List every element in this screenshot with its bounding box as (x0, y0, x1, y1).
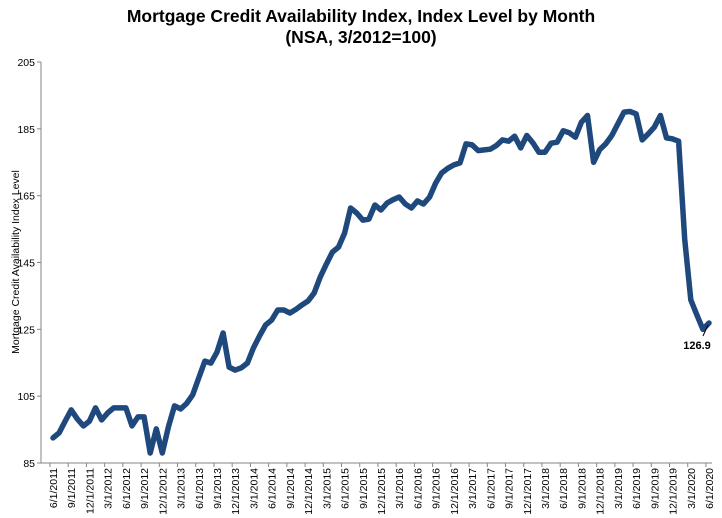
x-tick-label: 12/1/2012 (157, 468, 169, 515)
x-tick-label: 9/1/2011 (66, 468, 78, 508)
x-tick-label: 9/1/2015 (358, 468, 370, 509)
x-tick-label: 3/1/2019 (613, 468, 625, 509)
data-label-leader (702, 324, 709, 337)
x-tick-labels: 6/1/2011 9/1/2011 12/1/2011 3/1/2012 6/1/201… (48, 468, 716, 515)
chart-title: Mortgage Credit Availability Index, Inde… (0, 6, 722, 48)
y-tick-label: 105 (17, 391, 35, 403)
x-tick-label: 9/1/2018 (576, 468, 588, 509)
x-tick-label: 6/1/2012 (121, 468, 133, 509)
y-axis-title: Mortgage Credit Availability Index Level (10, 170, 22, 354)
x-tick-label: 3/1/2014 (248, 468, 260, 509)
y-tick-label: 145 (17, 258, 35, 270)
x-tick-label: 6/1/2013 (194, 468, 206, 509)
x-tick-label: 6/1/2011 (48, 468, 60, 508)
x-tick-label: 12/1/2015 (376, 468, 388, 515)
y-tick-label: 205 (17, 57, 35, 69)
x-tick-label: 3/1/2018 (540, 468, 552, 509)
x-tick-label: 9/1/2019 (649, 468, 661, 509)
x-tick-label: 3/1/2016 (394, 468, 406, 509)
x-tick-label: 3/1/2013 (176, 468, 188, 509)
series-line-mcai (50, 108, 712, 456)
x-tick-label: 12/1/2011 (84, 468, 96, 514)
axes (37, 61, 712, 467)
x-tick-label: 12/1/2014 (303, 468, 315, 515)
x-tick-label: 6/1/2015 (340, 468, 352, 509)
x-tick-label: 9/1/2017 (504, 468, 516, 509)
y-tick-labels: 85 105 125 145 165 185 205 (17, 57, 35, 470)
x-tick-label: 9/1/2016 (431, 468, 443, 509)
x-tick-label: 6/1/2014 (267, 468, 279, 509)
x-tick-label: 6/1/2019 (631, 468, 643, 509)
x-tick-label: 12/1/2013 (230, 468, 242, 515)
x-tick-label: 6/1/2017 (485, 468, 497, 509)
x-tick-label: 3/1/2015 (321, 468, 333, 509)
x-tick-label: 6/1/2016 (412, 468, 424, 509)
y-tick-label: 185 (17, 124, 35, 136)
y-tick-label: 125 (17, 324, 35, 336)
x-tick-label: 9/1/2012 (139, 468, 151, 509)
y-tick-label: 165 (17, 191, 35, 203)
x-tick-label: 3/1/2017 (467, 468, 479, 509)
y-tick-label: 85 (23, 458, 35, 470)
x-tick-label: 12/1/2017 (522, 468, 534, 515)
data-label-last: 126.9 (683, 340, 711, 352)
x-tick-label: 12/1/2018 (595, 468, 607, 515)
chart-subtitle: (NSA, 3/2012=100) (285, 27, 437, 47)
x-tick-label: 12/1/2016 (449, 468, 461, 515)
x-tick-label: 6/1/2018 (558, 468, 570, 509)
x-tick-label: 12/1/2019 (668, 468, 680, 515)
x-tick-label: 6/1/2020 (704, 468, 716, 509)
x-tick-label: 3/1/2012 (103, 468, 115, 509)
x-tick-label: 9/1/2014 (285, 468, 297, 509)
x-tick-label: 3/1/2020 (686, 468, 698, 509)
chart-title-main: Mortgage Credit Availability Index, Inde… (126, 6, 596, 26)
x-tick-label: 9/1/2013 (212, 468, 224, 509)
